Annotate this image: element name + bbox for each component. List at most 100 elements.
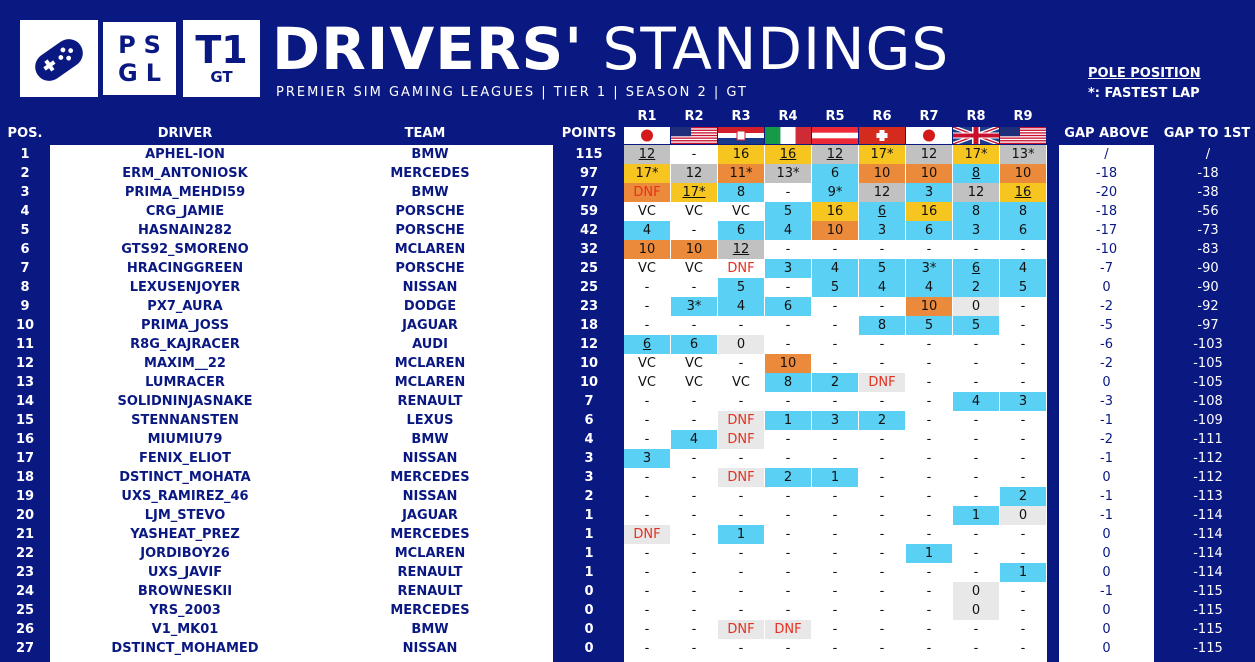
points-cell: 0 bbox=[584, 603, 594, 618]
result-cell: VC bbox=[685, 375, 703, 390]
points-cell: 10 bbox=[579, 356, 599, 371]
result-cell: 8 bbox=[953, 202, 999, 221]
result-cell: 6 bbox=[812, 164, 858, 183]
team-name: MERCEDES bbox=[390, 527, 470, 542]
result-cell: - bbox=[879, 565, 885, 580]
result-cell: - bbox=[691, 527, 697, 542]
result-cell: - bbox=[879, 622, 885, 637]
gap-first-cell: -114 bbox=[1193, 546, 1223, 561]
result-cell: 1 bbox=[812, 468, 858, 487]
driver-name: APHEL-ION bbox=[145, 147, 225, 162]
result-cell: - bbox=[785, 489, 791, 504]
gap-above-cell: -18 bbox=[1095, 166, 1118, 181]
gap-above-cell: -18 bbox=[1095, 204, 1118, 219]
result-cell: - bbox=[1020, 527, 1026, 542]
position-cell: 15 bbox=[15, 413, 35, 428]
result-cell: - bbox=[644, 489, 650, 504]
result-cell: 1 bbox=[1000, 563, 1046, 582]
result-cell: - bbox=[691, 622, 697, 637]
result-cell: DNF bbox=[718, 468, 764, 487]
page-subtitle: PREMIER SIM GAMING LEAGUES | TIER 1 | SE… bbox=[276, 85, 748, 100]
result-cell: - bbox=[926, 641, 932, 656]
points-cell: 0 bbox=[584, 584, 594, 599]
result-cell: - bbox=[832, 432, 838, 447]
position-cell: 7 bbox=[20, 261, 30, 276]
result-cell: 0 bbox=[953, 601, 999, 620]
result-cell: - bbox=[691, 489, 697, 504]
result-cell: - bbox=[879, 432, 885, 447]
position-cell: 23 bbox=[15, 565, 35, 580]
gap-first-cell: -92 bbox=[1197, 299, 1219, 314]
team-name: PORSCHE bbox=[395, 204, 465, 219]
tier-logo-t1: T1 bbox=[195, 27, 248, 72]
team-name: RENAULT bbox=[397, 584, 463, 599]
position-cell: 8 bbox=[20, 280, 30, 295]
driver-name: DSTINCT_MOHATA bbox=[119, 470, 251, 485]
result-cell: - bbox=[785, 546, 791, 561]
gap-above-cell: 0 bbox=[1102, 470, 1111, 485]
result-cell: 8 bbox=[765, 373, 811, 392]
result-cell: 10 bbox=[671, 240, 717, 259]
result-cell: - bbox=[973, 242, 979, 257]
position-cell: 24 bbox=[15, 584, 35, 599]
result-cell: 6 bbox=[671, 335, 717, 354]
team-name: PORSCHE bbox=[395, 223, 465, 238]
result-cell: - bbox=[691, 451, 697, 466]
position-cell: 4 bbox=[20, 204, 30, 219]
japan-flag-icon bbox=[906, 127, 952, 144]
round-label-r3: R3 bbox=[731, 109, 751, 124]
position-cell: 21 bbox=[15, 527, 35, 542]
result-cell: 16 bbox=[812, 202, 858, 221]
position-cell: 22 bbox=[15, 546, 35, 561]
result-cell: DNF bbox=[859, 373, 905, 392]
result-cell: - bbox=[832, 603, 838, 618]
result-cell: 2 bbox=[953, 278, 999, 297]
result-cell: - bbox=[738, 546, 744, 561]
position-cell: 20 bbox=[15, 508, 35, 523]
driver-team-column-bg bbox=[50, 145, 553, 662]
gap-first-cell: -114 bbox=[1193, 508, 1223, 523]
position-cell: 16 bbox=[15, 432, 35, 447]
result-cell: - bbox=[738, 584, 744, 599]
gap-above-cell: -10 bbox=[1095, 242, 1118, 257]
result-cell: 0 bbox=[1000, 506, 1046, 525]
result-cell: - bbox=[691, 641, 697, 656]
result-cell: 12 bbox=[624, 145, 670, 164]
driver-name: HASNAIN282 bbox=[137, 223, 233, 238]
result-cell: - bbox=[1020, 603, 1026, 618]
result-cell: 10 bbox=[859, 164, 905, 183]
result-cell: VC bbox=[732, 375, 750, 390]
position-cell: 11 bbox=[15, 337, 35, 352]
result-cell: 3 bbox=[953, 221, 999, 240]
result-cell: - bbox=[879, 584, 885, 599]
team-name: MCLAREN bbox=[394, 356, 466, 371]
team-name: RENAULT bbox=[397, 394, 463, 409]
points-cell: 97 bbox=[579, 166, 599, 181]
result-cell: - bbox=[785, 337, 791, 352]
result-cell: - bbox=[926, 242, 932, 257]
team-name: PORSCHE bbox=[395, 261, 465, 276]
points-cell: 115 bbox=[575, 147, 603, 162]
result-cell: - bbox=[832, 489, 838, 504]
points-cell: 32 bbox=[579, 242, 599, 257]
result-cell: - bbox=[644, 641, 650, 656]
result-cell: - bbox=[785, 565, 791, 580]
result-cell: - bbox=[691, 603, 697, 618]
round-label-r4: R4 bbox=[778, 109, 798, 124]
result-cell: - bbox=[1020, 413, 1026, 428]
result-cell: - bbox=[785, 508, 791, 523]
driver-name: LUMRACER bbox=[145, 375, 225, 390]
points-cell: 3 bbox=[584, 470, 594, 485]
position-cell: 19 bbox=[15, 489, 35, 504]
gap-above-cell: -6 bbox=[1100, 337, 1113, 352]
result-cell: 17* bbox=[859, 145, 905, 164]
team-name: BMW bbox=[411, 622, 449, 637]
result-cell: DNF bbox=[718, 411, 764, 430]
gap-first-cell: -105 bbox=[1193, 356, 1223, 371]
position-cell: 17 bbox=[15, 451, 35, 466]
driver-name: UXS_JAVIF bbox=[147, 565, 223, 580]
result-cell: - bbox=[738, 603, 744, 618]
result-cell: - bbox=[879, 603, 885, 618]
austria-flag-icon bbox=[812, 127, 858, 144]
points-cell: 1 bbox=[584, 508, 594, 523]
